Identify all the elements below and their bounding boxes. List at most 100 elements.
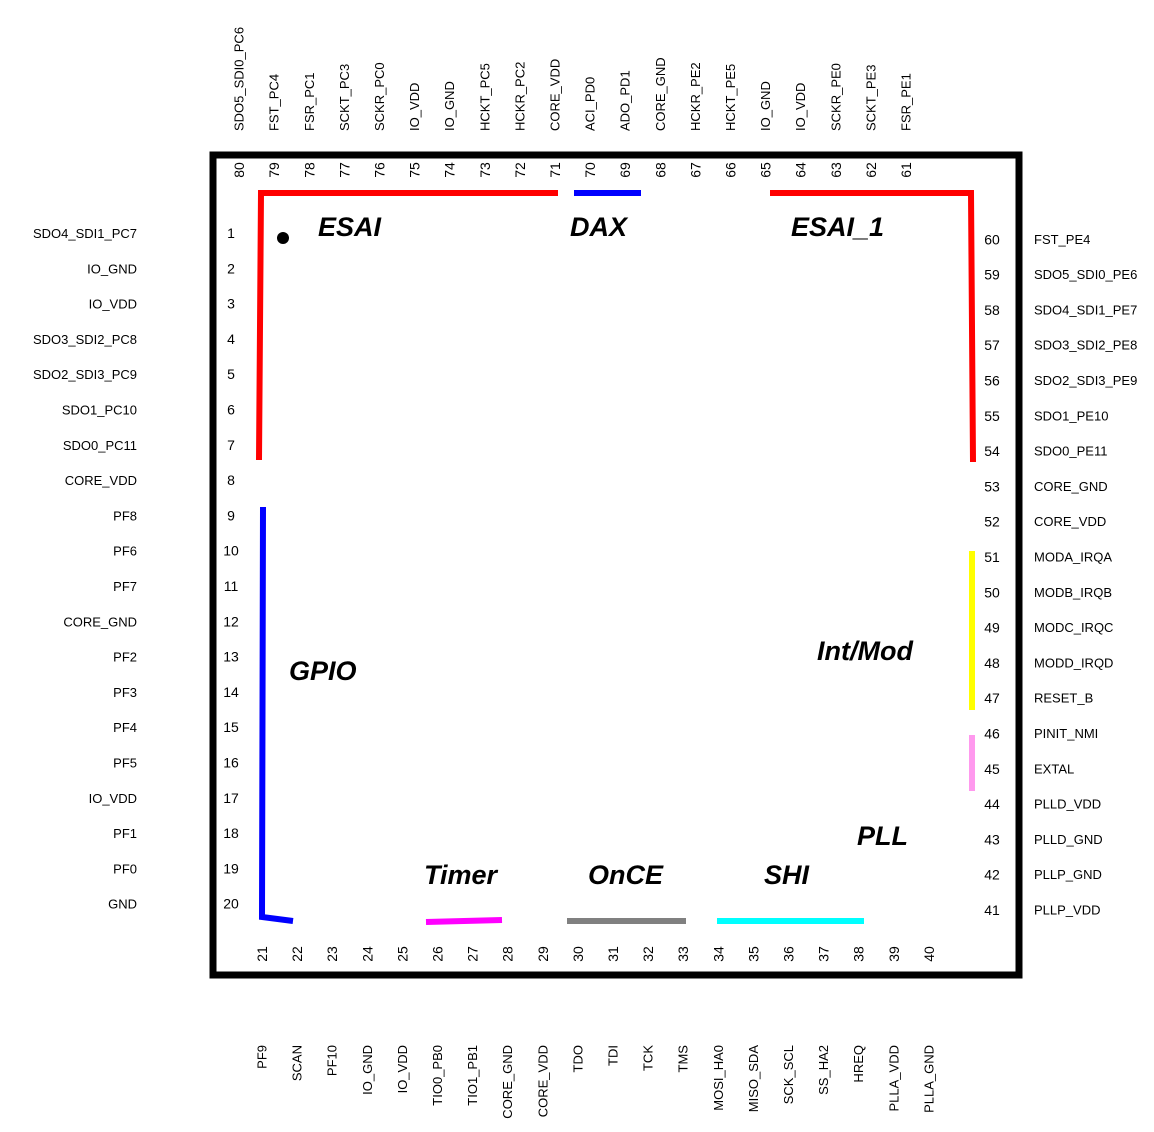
right-pin-num: 50 (984, 584, 1000, 600)
right-pin-name: FST_PE4 (1034, 232, 1090, 247)
top-pin-num: 67 (687, 162, 703, 178)
left-pin-num: 14 (223, 684, 239, 700)
top-pin-num: 68 (652, 162, 668, 178)
top-pin-name: IO_GND (442, 81, 457, 131)
right-pin-num: 56 (984, 373, 1000, 389)
top-pin-num: 71 (547, 162, 563, 178)
bottom-pin-name: TMS (676, 1045, 691, 1073)
left-pin-num: 15 (223, 719, 239, 735)
bottom-pin-num: 33 (675, 946, 691, 962)
top-pin-name: SDO5_SDI0_PC6 (232, 27, 247, 131)
bottom-pin-name: CORE_VDD (535, 1045, 550, 1117)
bottom-pin-name: SCAN (290, 1045, 305, 1081)
bottom-pin-num: 28 (500, 946, 516, 962)
group-label-timer: Timer (424, 860, 499, 890)
top-pin-num: 77 (336, 162, 352, 178)
esai-1-bar (770, 190, 976, 463)
top-pin-name: ACI_PD0 (583, 77, 598, 131)
left-pin-num: 1 (227, 225, 235, 241)
left-pin-name: SDO4_SDI1_PC7 (33, 226, 137, 241)
top-pin-num: 66 (723, 162, 739, 178)
top-pin-num: 73 (477, 162, 493, 178)
bottom-pin-name: PF10 (325, 1045, 340, 1076)
bottom-pin-num: 26 (430, 946, 446, 962)
bottom-pin-name: MISO_SDA (746, 1045, 761, 1113)
top-pin-num: 62 (863, 162, 879, 178)
group-label-pll: PLL (857, 821, 908, 851)
right-pin-num: 47 (984, 690, 1000, 706)
right-pin-num: 49 (984, 620, 1000, 636)
left-pin-num: 7 (227, 437, 235, 453)
right-pin-name: MODD_IRQD (1034, 655, 1113, 670)
left-pin-num: 8 (227, 472, 235, 488)
left-pin-num: 3 (227, 296, 235, 312)
right-pin-name: PINIT_NMI (1034, 726, 1098, 741)
bottom-pin-num: 30 (570, 946, 586, 962)
group-label-dax: DAX (570, 212, 629, 242)
right-pin-name: MODB_IRQB (1034, 585, 1112, 600)
bottom-pin-num: 31 (605, 946, 621, 962)
right-pin-num: 44 (984, 796, 1000, 812)
top-pin-name: HCKT_PE5 (723, 64, 738, 131)
left-pin-name: GND (108, 897, 137, 912)
left-pin-num: 20 (223, 896, 239, 912)
top-pin-name: FSR_PC1 (302, 72, 317, 131)
left-pin-name: PF4 (113, 720, 137, 735)
right-pin-name: PLLP_GND (1034, 867, 1102, 882)
bottom-pin-name: TCK (641, 1045, 656, 1071)
right-pin-num: 51 (984, 549, 1000, 565)
left-pin-num: 11 (224, 578, 239, 594)
right-pin-name: RESET_B (1034, 691, 1093, 706)
right-pin-num: 58 (984, 302, 1000, 318)
left-pin-name: PF8 (113, 508, 137, 523)
left-pin-name: PF7 (113, 579, 137, 594)
top-pin-name: CORE_GND (653, 57, 668, 131)
left-pin-name: PF2 (113, 650, 137, 665)
left-pin-name: SDO0_PC11 (63, 438, 137, 453)
bottom-pin-num: 40 (921, 946, 937, 962)
bottom-pin-num: 22 (289, 946, 305, 962)
right-pin-num: 55 (984, 408, 1000, 424)
left-pin-name: IO_VDD (89, 297, 137, 312)
bottom-pin-num: 27 (465, 946, 481, 962)
right-pin-num: 43 (984, 831, 1000, 847)
left-pin-name: SDO1_PC10 (62, 403, 137, 418)
group-label-esai: ESAI (318, 212, 382, 242)
group-label-gpio: GPIO (289, 656, 357, 686)
right-pin-name: SDO2_SDI3_PE9 (1034, 373, 1137, 388)
top-pin-num: 80 (231, 162, 247, 178)
left-pin-name: SDO2_SDI3_PC9 (33, 367, 137, 382)
top-pin-num: 76 (372, 162, 388, 178)
right-pin-num: 45 (984, 761, 1000, 777)
group-label-once: OnCE (588, 860, 664, 890)
left-pin-name: PF1 (113, 826, 137, 841)
top-pin-num: 63 (828, 162, 844, 178)
left-pin-name: CORE_VDD (65, 473, 137, 488)
left-pin-name: CORE_GND (63, 614, 137, 629)
left-pin-num: 13 (223, 649, 239, 665)
top-pin-num: 70 (582, 162, 598, 178)
right-pin-name: MODA_IRQA (1034, 550, 1112, 565)
right-pin-name: CORE_VDD (1034, 514, 1106, 529)
left-pin-num: 17 (223, 790, 239, 806)
bottom-pin-name: MOSI_HA0 (711, 1045, 726, 1111)
top-pin-name: ADO_PD1 (618, 70, 633, 131)
pin1-marker (277, 232, 289, 244)
top-pin-num: 75 (407, 162, 423, 178)
esai-bar (256, 190, 558, 461)
right-pin-num: 41 (984, 902, 1000, 918)
right-pin-num: 46 (984, 726, 1000, 742)
bottom-pin-num: 39 (886, 946, 902, 962)
top-pin-num: 72 (512, 162, 528, 178)
bottom-pin-name: CORE_GND (500, 1045, 515, 1119)
right-pin-name: EXTAL (1034, 761, 1074, 776)
left-pin-num: 2 (227, 260, 235, 276)
right-pin-name: SDO0_PE11 (1034, 444, 1107, 459)
bottom-pin-name: IO_GND (360, 1045, 375, 1095)
top-pin-name: IO_VDD (407, 83, 422, 131)
top-pin-num: 64 (793, 162, 809, 178)
chip-outline (209, 151, 1023, 979)
right-pin-num: 54 (984, 443, 1000, 459)
top-pin-name: HCKR_PE2 (688, 62, 703, 131)
